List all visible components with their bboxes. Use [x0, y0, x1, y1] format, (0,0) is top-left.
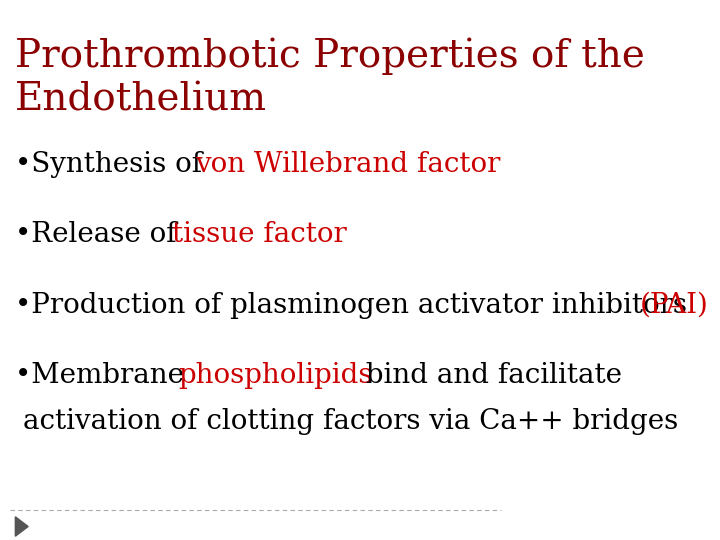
Text: Prothrombotic Properties of the
Endothelium: Prothrombotic Properties of the Endothel…	[15, 38, 645, 118]
Text: von Willebrand factor: von Willebrand factor	[195, 151, 500, 178]
Text: (PAI): (PAI)	[639, 292, 708, 319]
Text: •Membrane: •Membrane	[15, 362, 193, 389]
Text: •Production of plasminogen activator inhibitors: •Production of plasminogen activator inh…	[15, 292, 696, 319]
Text: activation of clotting factors via Ca++ bridges: activation of clotting factors via Ca++ …	[23, 408, 678, 435]
Text: bind and facilitate: bind and facilitate	[356, 362, 621, 389]
Text: tissue factor: tissue factor	[171, 221, 346, 248]
Text: phospholipids: phospholipids	[179, 362, 373, 389]
Text: •Release of: •Release of	[15, 221, 186, 248]
Text: •Synthesis of: •Synthesis of	[15, 151, 212, 178]
Polygon shape	[15, 517, 28, 536]
